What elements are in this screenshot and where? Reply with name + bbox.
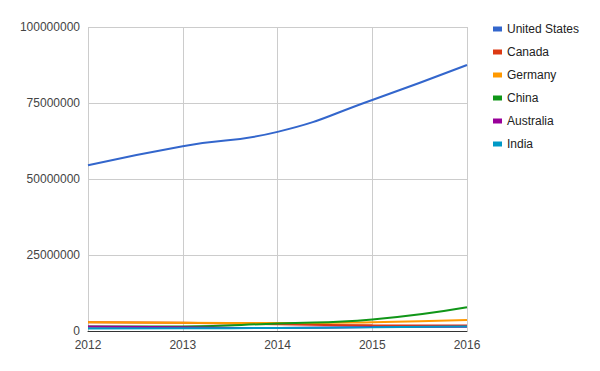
svg-text:75000000: 75000000 — [27, 96, 81, 110]
svg-text:United States: United States — [507, 22, 579, 36]
svg-text:50000000: 50000000 — [27, 172, 81, 186]
svg-text:India: India — [507, 137, 533, 151]
svg-text:China: China — [507, 91, 539, 105]
svg-text:2016: 2016 — [454, 338, 481, 352]
svg-text:2014: 2014 — [264, 338, 291, 352]
svg-text:2012: 2012 — [75, 338, 102, 352]
svg-text:100000000: 100000000 — [20, 20, 80, 34]
svg-text:2015: 2015 — [359, 338, 386, 352]
svg-text:2013: 2013 — [169, 338, 196, 352]
svg-text:Australia: Australia — [507, 114, 554, 128]
svg-text:25000000: 25000000 — [27, 248, 81, 262]
svg-text:Germany: Germany — [507, 68, 556, 82]
svg-text:Canada: Canada — [507, 45, 549, 59]
svg-text:0: 0 — [73, 324, 80, 338]
